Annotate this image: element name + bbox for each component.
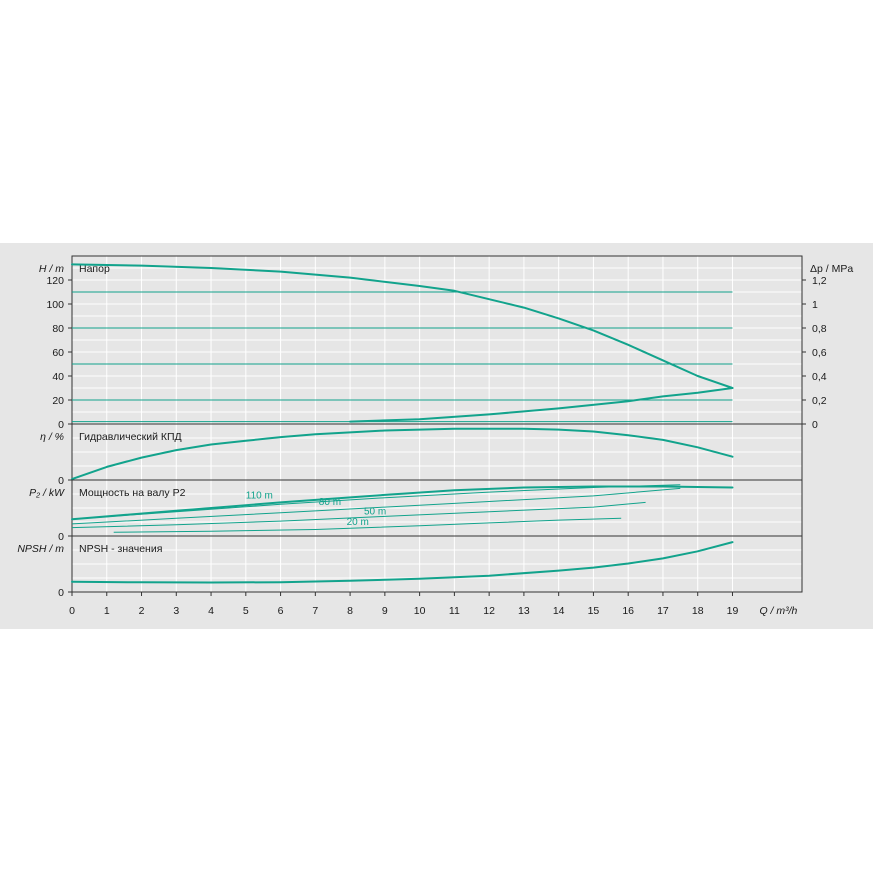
- x-tick-label: 15: [588, 605, 600, 617]
- right-tick-label: 1: [812, 299, 818, 311]
- x-tick-label: 8: [347, 605, 353, 617]
- y-tick-label: 0: [58, 419, 64, 431]
- power-series-line: [113, 517, 622, 533]
- x-tick-label: 9: [382, 605, 388, 617]
- power-title: Мощность на валу P2: [79, 487, 186, 499]
- npsh-series-line: [71, 541, 734, 584]
- x-axis-label: Q / m³/h: [759, 605, 797, 617]
- x-tick-label: 7: [312, 605, 318, 617]
- y-tick-label: 0: [58, 475, 64, 487]
- npsh-frame: [71, 535, 803, 593]
- x-tick-label: 3: [173, 605, 179, 617]
- y-tick-label: 0: [58, 587, 64, 599]
- power-series-line: [71, 487, 681, 525]
- x-tick-label: 2: [139, 605, 145, 617]
- series-label: 110 m: [246, 491, 273, 502]
- chart-panel: 0 20 40 60 80 100 120 H / m Напор Δp / MPa 0 0,2 0,4…: [0, 243, 873, 629]
- x-tick-label: 17: [657, 605, 669, 617]
- npsh-title: NPSH - значения: [79, 543, 162, 555]
- series-label: 50 m: [364, 507, 386, 518]
- x-tick-label: 18: [692, 605, 704, 617]
- x-tick-label: 12: [483, 605, 495, 617]
- x-tick-label: 11: [449, 605, 460, 617]
- x-tick-label: 1: [104, 605, 110, 617]
- power-series-line: [71, 501, 646, 529]
- npsh-ylabel: NPSH / m: [17, 543, 64, 555]
- x-tick-label: 13: [518, 605, 530, 617]
- right-axis-label: Δp / MPa: [810, 263, 853, 275]
- x-tick-label: 4: [208, 605, 214, 617]
- series-label: 80 m: [319, 497, 341, 508]
- series-label: 20 m: [347, 517, 369, 528]
- y-tick-label: 100: [46, 299, 64, 311]
- x-tick-label: 19: [727, 605, 739, 617]
- y-tick-label: 80: [52, 323, 64, 335]
- x-tick-label: 16: [622, 605, 634, 617]
- y-tick-label: 20: [52, 395, 64, 407]
- head-series-line: [349, 387, 734, 423]
- head-series-line: [71, 263, 734, 389]
- head-title: Напор: [79, 263, 110, 275]
- efficiency-series-line: [71, 427, 734, 481]
- x-tick-label: 14: [553, 605, 565, 617]
- right-tick-label: 0,6: [812, 347, 827, 359]
- head-ylabel: H / m: [39, 263, 64, 275]
- x-tick-label: 0: [69, 605, 75, 617]
- right-tick-label: 0,8: [812, 323, 827, 335]
- y-tick-label: 60: [52, 347, 64, 359]
- y-tick-label: 0: [58, 531, 64, 543]
- x-tick-label: 6: [278, 605, 284, 617]
- power-ylabel: P₂ / kW: [29, 487, 65, 499]
- right-tick-label: 1,2: [812, 275, 827, 287]
- efficiency-title: Гидравлический КПД: [79, 431, 182, 443]
- x-tick-label: 5: [243, 605, 249, 617]
- right-tick-label: 0,2: [812, 395, 827, 407]
- y-tick-label: 120: [46, 275, 64, 287]
- efficiency-ylabel: η / %: [40, 431, 64, 443]
- right-tick-label: 0,4: [812, 371, 827, 383]
- power-series-line: [71, 484, 681, 520]
- y-tick-label: 40: [52, 371, 64, 383]
- x-tick-label: 10: [414, 605, 426, 617]
- right-tick-label: 0: [812, 419, 818, 431]
